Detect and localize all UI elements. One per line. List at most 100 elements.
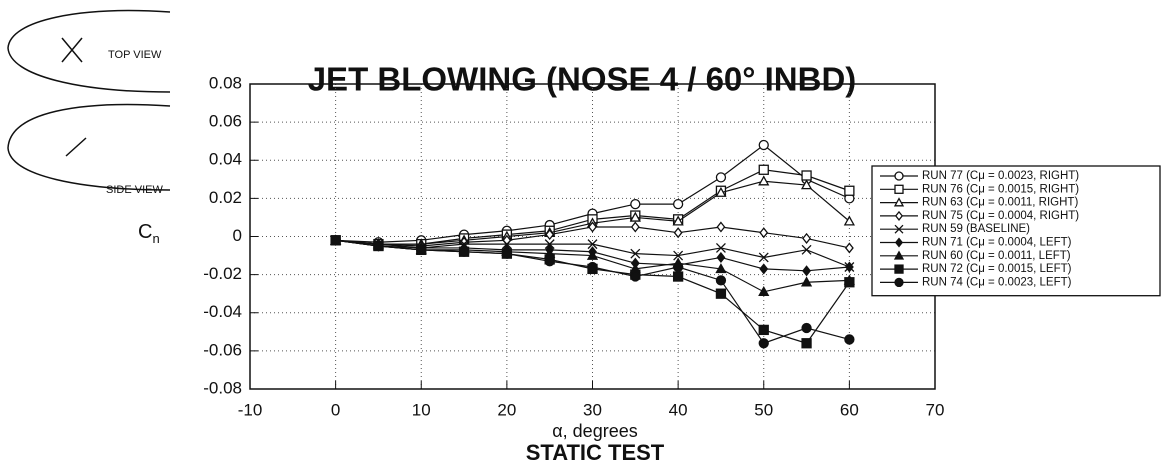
x-tick-label: 60	[840, 400, 859, 419]
marker	[801, 244, 812, 255]
marker	[630, 248, 641, 259]
marker	[715, 288, 727, 299]
x-tick-label: 40	[669, 400, 688, 419]
marker	[894, 264, 904, 274]
x-tick-label: 50	[754, 400, 773, 419]
marker	[715, 186, 727, 197]
marker	[501, 239, 512, 250]
marker	[586, 249, 599, 260]
marker	[588, 221, 597, 233]
y-label-base: C	[138, 221, 152, 243]
x-tick-label: 10	[412, 400, 431, 419]
marker	[330, 235, 341, 246]
marker	[715, 172, 727, 183]
marker	[758, 175, 770, 186]
marker	[844, 334, 855, 345]
marker	[758, 139, 769, 151]
marker	[630, 271, 641, 282]
marker	[802, 232, 811, 244]
marker	[716, 251, 726, 264]
jet-top	[61, 37, 83, 63]
x-tick-label: -10	[238, 400, 263, 419]
marker	[544, 239, 555, 250]
marker	[587, 261, 598, 273]
marker	[844, 185, 855, 196]
marker	[672, 261, 684, 273]
y-tick-label: -0.04	[203, 302, 242, 321]
x-tick-label: 30	[583, 400, 602, 419]
marker	[759, 263, 769, 275]
marker	[844, 277, 855, 288]
marker	[716, 221, 726, 233]
y-tick-label: 0.08	[209, 73, 242, 92]
marker	[843, 215, 855, 226]
footer: STATIC TEST	[526, 440, 665, 465]
marker	[629, 211, 641, 222]
y-tick-label: -0.02	[203, 264, 242, 283]
marker	[458, 246, 470, 257]
series	[330, 235, 855, 349]
marker	[672, 198, 684, 210]
y-label-subscript: n	[152, 231, 159, 246]
marker	[801, 322, 812, 334]
nose-top-outline	[7, 9, 171, 93]
marker	[893, 197, 905, 207]
legend-label: RUN 77 (Cμ = 0.0023, RIGHT)	[922, 170, 1079, 182]
x-tick-label: 0	[331, 400, 340, 419]
marker	[715, 263, 727, 274]
y-axis-label: Cn	[138, 221, 160, 246]
x-axis-label: α, degrees	[552, 421, 637, 441]
marker	[759, 227, 769, 239]
marker	[758, 164, 769, 175]
marker	[844, 242, 854, 254]
marker	[672, 271, 684, 282]
marker	[715, 242, 726, 253]
x-tick-label: 70	[926, 400, 945, 419]
y-tick-label: -0.08	[203, 378, 242, 397]
y-tick-label: 0.02	[209, 188, 242, 207]
legend-label: RUN 59 (BASELINE)	[922, 223, 1030, 235]
y-tick-label: 0.06	[209, 112, 242, 131]
marker	[715, 275, 727, 286]
marker	[758, 338, 769, 349]
marker	[800, 276, 813, 287]
marker	[894, 237, 904, 248]
marker	[893, 250, 905, 260]
jet-side	[65, 137, 87, 157]
marker	[587, 239, 598, 250]
legend-label: RUN 60 (Cμ = 0.0011, LEFT)	[922, 250, 1071, 262]
marker	[844, 261, 854, 273]
legend-label: RUN 74 (Cμ = 0.0023, LEFT)	[922, 276, 1072, 288]
marker	[801, 170, 812, 181]
y-tick-label: 0.04	[209, 150, 242, 169]
marker	[758, 285, 770, 297]
marker	[894, 277, 904, 288]
annotation: SIDE VIEW	[106, 184, 163, 196]
marker	[673, 250, 684, 261]
x-tick-label: 20	[497, 400, 516, 419]
marker	[758, 252, 769, 263]
marker	[894, 184, 904, 194]
legend-label: RUN 75 (Cμ = 0.0004, RIGHT)	[922, 210, 1079, 222]
marker	[894, 171, 904, 181]
chart-title: JET BLOWING (NOSE 4 / 60° INBD)	[308, 61, 857, 98]
legend-label: RUN 76 (Cμ = 0.0015, RIGHT)	[922, 183, 1079, 195]
marker	[544, 256, 555, 267]
legend-label: RUN 71 (Cμ = 0.0004, LEFT)	[922, 237, 1072, 249]
annotation: TOP VIEW	[108, 49, 162, 61]
legend-box	[871, 165, 1161, 297]
marker	[800, 179, 813, 190]
marker	[373, 240, 384, 252]
marker	[758, 324, 769, 336]
legend-label: RUN 63 (Cμ = 0.0011, RIGHT)	[922, 197, 1078, 209]
marker	[545, 229, 555, 241]
marker	[630, 221, 640, 233]
nose-sketches	[7, 9, 171, 191]
y-tick-label: 0	[233, 226, 242, 245]
marker	[501, 248, 513, 259]
marker	[801, 338, 812, 349]
marker	[673, 227, 683, 239]
marker	[802, 265, 811, 277]
y-tick-label: -0.06	[203, 340, 242, 359]
